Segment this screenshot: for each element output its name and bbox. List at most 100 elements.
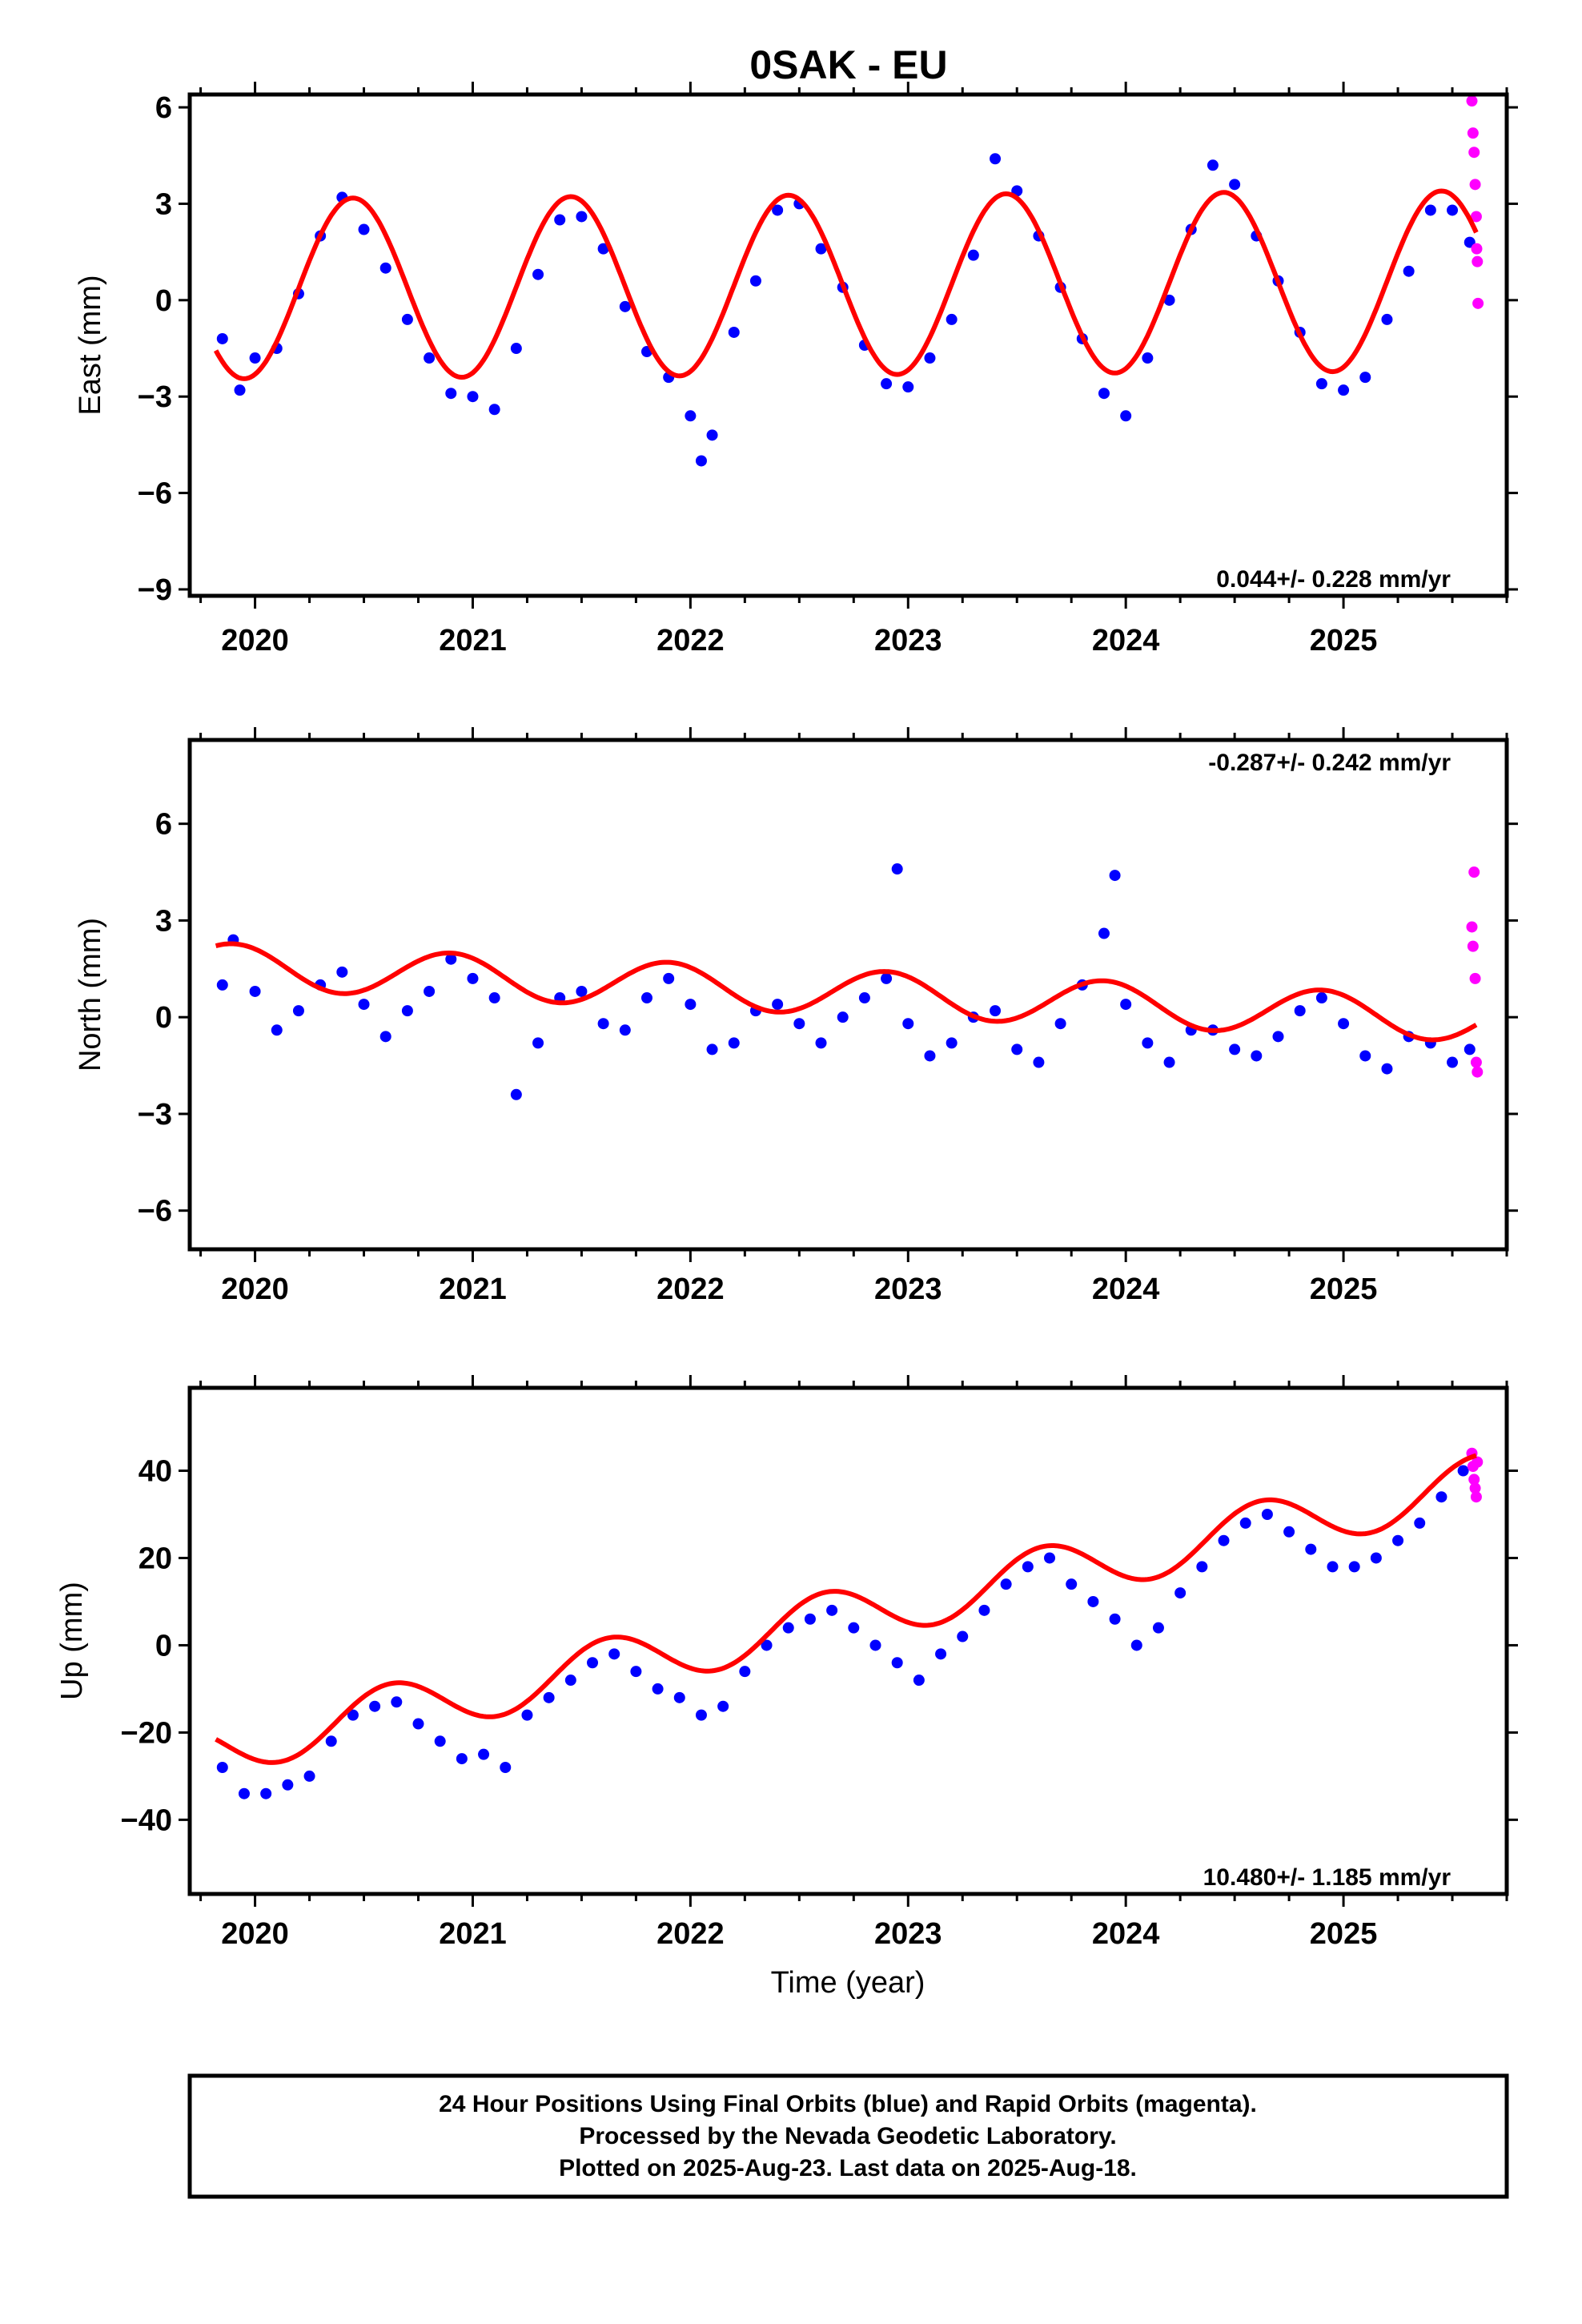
panel-north-trend: -0.287+/- 0.242 mm/yr <box>1208 750 1451 776</box>
panel-north-final-point <box>292 1005 304 1017</box>
panel-east-final-point <box>445 388 457 400</box>
panel-east-xtick-label: 2025 <box>1310 624 1378 657</box>
panel-east-xtick-label: 2021 <box>439 624 507 657</box>
panel-east-final-point <box>467 391 479 403</box>
panel-east-final-point <box>619 300 631 312</box>
panel-up-xtick-label: 2024 <box>1092 1917 1160 1951</box>
panel-east-ylabel: East (mm) <box>74 275 107 415</box>
panel-east-final-point <box>946 313 958 325</box>
panel-east-ytick-label: 6 <box>155 91 172 125</box>
panel-north-xtick-label: 2022 <box>656 1273 725 1306</box>
footer-box: 24 Hour Positions Using Final Orbits (bl… <box>187 2073 1509 2199</box>
panel-north-xtick-label: 2023 <box>874 1273 942 1306</box>
panel-north-final-point <box>597 1018 609 1030</box>
panel-up-final-point <box>630 1666 642 1678</box>
panel-up-final-point <box>521 1709 533 1721</box>
panel-up-final-point <box>238 1787 250 1799</box>
panel-up-rapid-point <box>1470 1491 1482 1503</box>
panel-up-final-point <box>1305 1543 1317 1555</box>
panel-north-xtick-label: 2020 <box>221 1273 289 1306</box>
panel-east-final-point <box>532 268 544 280</box>
panel-east-xtick-label: 2020 <box>221 624 289 657</box>
panel-north-final-point <box>467 972 479 984</box>
panel-east-final-point <box>749 275 761 287</box>
panel-east-final-point <box>510 343 522 355</box>
panel-up-final-point <box>587 1657 599 1669</box>
panel-up-final-point <box>412 1718 424 1730</box>
panel-north-final-point <box>858 992 870 1004</box>
footer-line-1: 24 Hour Positions Using Final Orbits (bl… <box>439 2091 1257 2117</box>
chart-title: 0SAK - EU <box>749 42 947 87</box>
panel-east-final-point <box>1120 410 1132 422</box>
panel-east-final-point <box>1447 204 1459 216</box>
panel-up-final-point <box>1087 1595 1099 1607</box>
panel-north-final-point <box>1381 1063 1393 1075</box>
panel-north-final-point <box>881 972 893 984</box>
panel-up-final-point <box>369 1700 381 1712</box>
panel-north-final-point <box>793 1018 805 1030</box>
panel-up-rapid-point <box>1469 1482 1481 1494</box>
panel-up-final-point <box>608 1648 620 1660</box>
panel-north-xtick-label: 2024 <box>1092 1273 1160 1306</box>
panel-up-final-point <box>717 1700 729 1712</box>
panel-east-rapid-point <box>1472 297 1484 309</box>
panel-east-final-point <box>815 243 827 255</box>
panel-east-rapid-point <box>1467 127 1479 139</box>
panel-up-model-curve <box>215 1453 1477 1765</box>
panel-up-final-point <box>564 1675 576 1687</box>
panel-north-final-point <box>488 992 500 1004</box>
panel-north-final-point <box>271 1024 283 1036</box>
panel-east-final-point <box>358 223 370 235</box>
panel-up-xtick-label: 2025 <box>1310 1917 1378 1951</box>
panel-east-rapid-point <box>1468 147 1480 159</box>
panel-north-final-point <box>379 1031 391 1043</box>
panel-north-rapid-point <box>1472 1066 1484 1078</box>
panel-north-final-point <box>1033 1056 1045 1068</box>
panel-north-final-point <box>216 979 228 991</box>
panel-north-ylabel: North (mm) <box>74 918 107 1072</box>
panel-up-final-point <box>1457 1465 1469 1477</box>
panel-north-final-point <box>1464 1043 1476 1055</box>
panel-north-xtick-label: 2025 <box>1310 1273 1378 1306</box>
panel-up-final-point <box>826 1604 838 1616</box>
panel-north-final-point <box>1294 1005 1306 1017</box>
panel-up-final-point <box>500 1762 512 1773</box>
panel-north-final-point <box>445 953 457 965</box>
panel-up-final-point <box>216 1762 228 1773</box>
panel-east-final-point <box>216 332 228 344</box>
panel-east-ytick-label: 3 <box>155 187 172 221</box>
panel-up-final-point <box>1239 1517 1251 1529</box>
panel-up-final-point <box>1152 1622 1164 1634</box>
panel-up-ytick-label: 40 <box>139 1455 172 1489</box>
panel-north-xtick-label: 2021 <box>439 1273 507 1306</box>
panel-east-final-point <box>554 214 566 226</box>
panel-north-final-point <box>990 1005 1002 1017</box>
panel-north-ytick-label: 3 <box>155 904 172 938</box>
panel-north-final-point <box>728 1037 740 1049</box>
panel-east-frame <box>187 92 1509 598</box>
panel-north-final-point <box>1229 1043 1241 1055</box>
panel-east-rapid-point <box>1472 255 1484 267</box>
panel-east-final-point <box>1359 372 1371 384</box>
panel-north-final-point <box>1315 992 1327 1004</box>
panel-up-ytick-label: 0 <box>155 1629 172 1663</box>
panel-north: −6 −3 0 3 6 2020 2021 2022 2023 2024 2025 North (m… <box>74 727 1518 1306</box>
panel-up-final-point <box>434 1735 446 1747</box>
panel-up-final-point <box>804 1613 816 1625</box>
panel-up-final-point <box>673 1691 685 1703</box>
panel-north-final-point <box>685 999 697 1011</box>
panel-up-final-point <box>1261 1509 1273 1520</box>
panel-north-final-point <box>1054 1018 1066 1030</box>
panel-up-final-point <box>957 1630 969 1642</box>
panel-up-final-point <box>1414 1517 1426 1529</box>
panel-north-final-point <box>1011 1043 1023 1055</box>
panel-up-final-point <box>869 1639 881 1651</box>
panel-up-final-point <box>325 1735 337 1747</box>
panel-east-final-point <box>1098 388 1110 400</box>
panel-north-rapid-point <box>1467 940 1479 952</box>
panel-up-final-point <box>695 1709 707 1721</box>
panel-north-final-point <box>576 985 588 997</box>
panel-north-final-point <box>1120 999 1132 1011</box>
panel-north-ytick-label: −6 <box>138 1195 172 1228</box>
